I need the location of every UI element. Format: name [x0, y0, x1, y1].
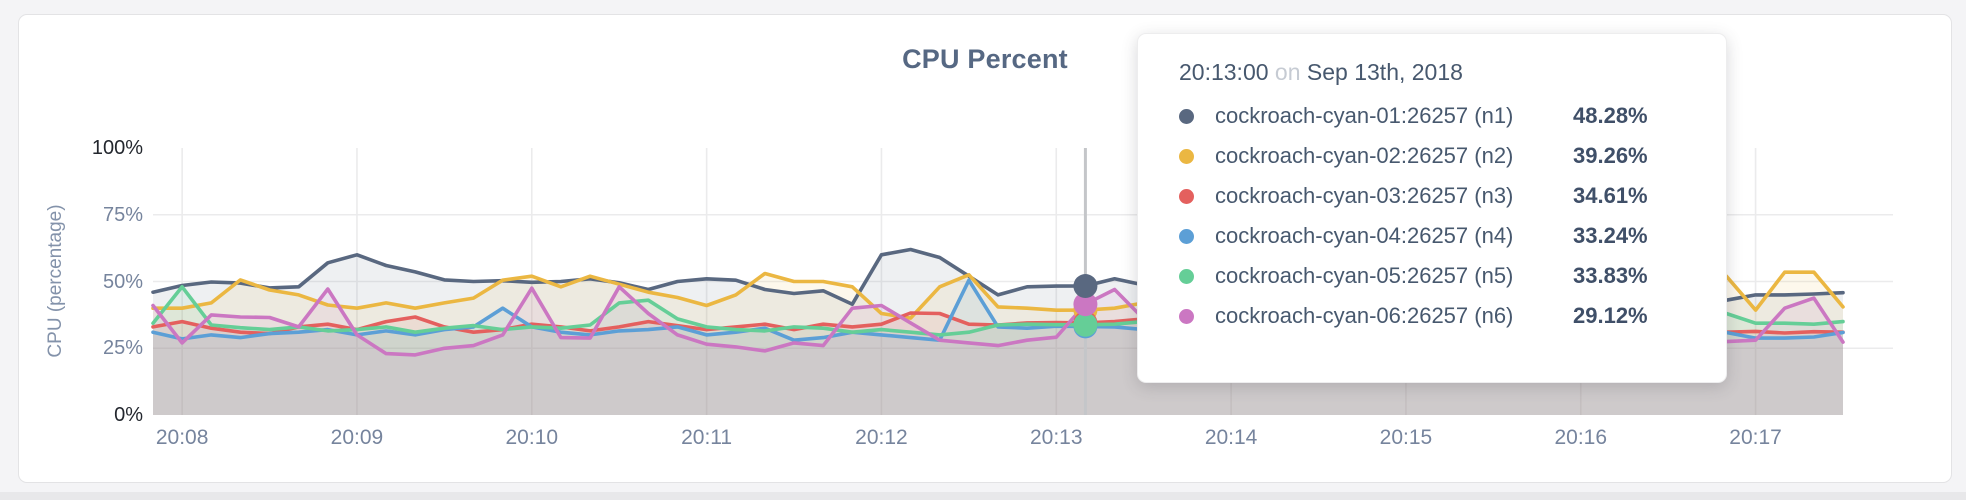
x-tick-2010: 20:10: [505, 426, 559, 449]
tooltip-node-name: cockroach-cyan-03:26257 (n3): [1215, 183, 1514, 208]
y-tick-25: 25%: [102, 337, 143, 360]
x-tick-2011: 20:11: [681, 426, 733, 449]
hover-dot-n5: [1073, 312, 1098, 337]
y-tick-75: 75%: [102, 203, 143, 226]
tooltip-node-name: cockroach-cyan-01:26257 (n1): [1215, 103, 1514, 128]
tooltip-node-value: 48.28%: [1573, 103, 1648, 128]
tooltip-row-n1: cockroach-cyan-01:26257 (n1) 48.28%: [1179, 96, 1696, 136]
y-tick-0: 0%: [114, 404, 143, 426]
hover-dot-n6: [1073, 292, 1098, 317]
tooltip-time: 20:13:00: [1179, 59, 1269, 85]
x-tick-2012: 20:12: [855, 426, 908, 449]
x-tick-2009: 20:09: [330, 426, 384, 449]
tooltip-node-name: cockroach-cyan-06:26257 (n6): [1215, 303, 1514, 328]
x-tick-2016: 20:16: [1554, 426, 1608, 449]
series-dot-n2-icon: [1179, 148, 1194, 164]
series-dot-n1-icon: [1179, 108, 1194, 124]
hover-tooltip: 20:13:00 on Sep 13th, 2018 cockroach-cya…: [1137, 33, 1727, 383]
tooltip-row-n6: cockroach-cyan-06:26257 (n6) 29.12%: [1179, 296, 1696, 336]
x-tick-2013: 20:13: [1029, 426, 1083, 449]
x-tick-2014: 20:14: [1204, 426, 1258, 449]
hover-dot-n1: [1073, 274, 1098, 299]
tooltip-header: 20:13:00 on Sep 13th, 2018: [1179, 56, 1696, 88]
tooltip-node-value: 34.61%: [1573, 183, 1648, 208]
tooltip-node-value: 29.12%: [1573, 303, 1648, 328]
series-dot-n5-icon: [1179, 268, 1194, 284]
tooltip-node-value: 39.26%: [1573, 143, 1648, 168]
tooltip-date: Sep 13th, 2018: [1306, 59, 1463, 85]
series-dot-n4-icon: [1179, 228, 1194, 244]
tooltip-node-name: cockroach-cyan-04:26257 (n4): [1215, 223, 1514, 248]
chart-title: CPU Percent: [902, 44, 1068, 74]
x-tick-2008: 20:08: [155, 426, 209, 449]
tooltip-node-value: 33.83%: [1573, 263, 1648, 288]
y-tick-100: 100%: [91, 137, 143, 159]
next-card-edge: [0, 492, 1966, 500]
tooltip-row-n4: cockroach-cyan-04:26257 (n4) 33.24%: [1179, 216, 1696, 256]
tooltip-node-value: 33.24%: [1573, 223, 1648, 248]
y-tick-50: 50%: [102, 270, 143, 293]
series-dot-n3-icon: [1179, 188, 1194, 204]
x-tick-2017: 20:17: [1729, 426, 1782, 449]
tooltip-row-n3: cockroach-cyan-03:26257 (n3) 34.61%: [1179, 176, 1696, 216]
tooltip-row-n2: cockroach-cyan-02:26257 (n2) 39.26%: [1179, 136, 1696, 176]
x-tick-2015: 20:15: [1379, 426, 1433, 449]
series-dot-n6-icon: [1179, 308, 1194, 324]
tooltip-on-word: on: [1274, 59, 1301, 85]
tooltip-node-name: cockroach-cyan-05:26257 (n5): [1215, 263, 1514, 288]
tooltip-node-name: cockroach-cyan-02:26257 (n2): [1215, 143, 1514, 168]
tooltip-row-n5: cockroach-cyan-05:26257 (n5) 33.83%: [1179, 256, 1696, 296]
